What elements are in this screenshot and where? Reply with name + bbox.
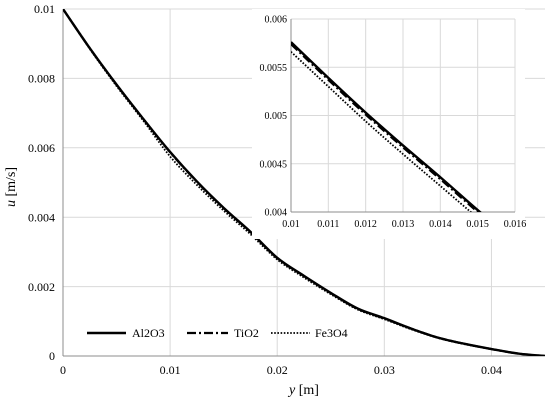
inset-x-tick-label: 0.011 xyxy=(317,219,339,230)
legend-label-al2o3: Al2O3 xyxy=(132,326,165,340)
y-axis-unit: [m/s] xyxy=(4,167,19,200)
x-axis-unit: [m] xyxy=(295,383,319,398)
inset-x-tick-label: 0.014 xyxy=(429,219,452,230)
y-axis-variable: u xyxy=(4,200,19,207)
main-y-tick-label: 0.004 xyxy=(28,210,55,224)
main-series xyxy=(63,9,545,356)
main-series-fe3o4 xyxy=(63,9,545,356)
inset-x-tick-label: 0.013 xyxy=(392,219,415,230)
x-axis-label: y [m] xyxy=(287,383,319,398)
main-x-tick-label: 0.03 xyxy=(374,363,395,377)
inset-y-tick-label: 0.004 xyxy=(265,208,288,219)
inset-series-al2o3 xyxy=(291,41,482,212)
legend-label-fe3o4: Fe3O4 xyxy=(315,326,348,340)
main-x-tick-label: 0.01 xyxy=(160,363,181,377)
inset-y-tick-label: 0.0055 xyxy=(260,63,288,74)
inset-x-tick-label: 0.016 xyxy=(504,219,527,230)
main-axes xyxy=(62,9,545,357)
inset-x-tick-label: 0.012 xyxy=(354,219,377,230)
legend-label-tio2: TiO2 xyxy=(234,326,259,340)
x-axis-variable: y xyxy=(287,383,296,398)
inset-y-tick-label: 0.0045 xyxy=(260,159,288,170)
main-y-tick-label: 0.006 xyxy=(28,141,55,155)
main-series-tio2 xyxy=(63,9,545,356)
main-x-tick-label: 0.02 xyxy=(267,363,288,377)
main-x-tick-label: 0 xyxy=(60,363,66,377)
inset-y-tick-label: 0.006 xyxy=(265,15,288,26)
main-x-tick-labels: 0 0.01 0.02 0.03 0.04 xyxy=(60,363,502,377)
inset-y-tick-label: 0.005 xyxy=(265,111,288,122)
inset-x-tick-labels: 0.01 0.011 0.012 0.013 0.014 0.015 0.016 xyxy=(282,219,526,230)
inset-x-tick-label: 0.015 xyxy=(466,219,489,230)
legend: Al2O3 TiO2 Fe3O4 xyxy=(87,326,348,340)
y-axis-label: u [m/s] xyxy=(4,167,19,207)
main-y-tick-label: 0.01 xyxy=(34,2,55,16)
inset-plot: 0.01 0.011 0.012 0.013 0.014 0.015 0.016 0.004… xyxy=(252,9,526,239)
inset-x-tick-label: 0.01 xyxy=(282,219,300,230)
inset-series xyxy=(291,41,482,212)
inset-y-tick-labels: 0.004 0.0045 0.005 0.0055 0.006 xyxy=(260,15,288,219)
inset-series-tio2 xyxy=(291,43,480,212)
inset-series-fe3o4 xyxy=(291,51,473,212)
main-y-tick-label: 0 xyxy=(49,349,55,363)
main-y-tick-label: 0.002 xyxy=(28,280,55,294)
main-y-tick-labels: 0 0.002 0.004 0.006 0.008 0.01 xyxy=(28,2,55,363)
main-y-tick-label: 0.008 xyxy=(28,72,55,86)
main-x-tick-label: 0.04 xyxy=(481,363,502,377)
inset-gridlines xyxy=(291,18,516,212)
